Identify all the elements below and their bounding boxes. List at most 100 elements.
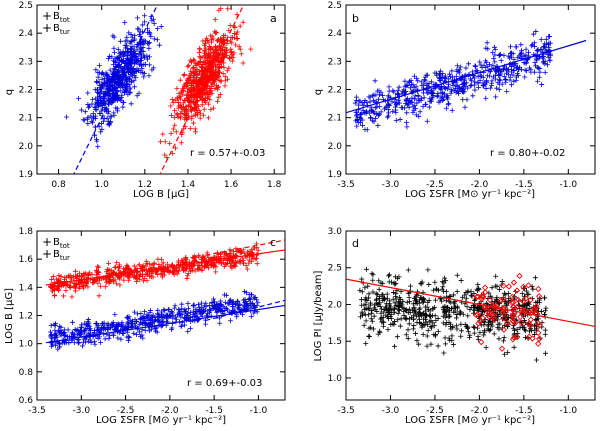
panel-c-xlabel: LOG ΣSFR [M⊙ yr⁻¹ kpc⁻²] <box>96 415 226 426</box>
data-point <box>383 312 389 318</box>
panel-a-xlabel: LOG B [μG] <box>133 189 189 200</box>
data-point <box>396 100 402 106</box>
data-point <box>377 104 383 110</box>
data-point <box>191 64 197 70</box>
data-point <box>436 70 442 76</box>
data-point <box>66 283 72 289</box>
data-point <box>82 336 88 342</box>
data-point <box>201 70 207 76</box>
data-point <box>92 113 98 119</box>
data-point <box>141 62 147 68</box>
data-point <box>228 258 234 264</box>
data-point <box>374 88 380 94</box>
data-point <box>370 326 376 332</box>
data-point <box>511 68 517 74</box>
data-point <box>151 20 157 26</box>
data-point <box>413 112 419 118</box>
data-point <box>97 102 103 108</box>
data-point <box>203 45 209 51</box>
data-point <box>471 330 477 336</box>
data-point <box>222 53 228 59</box>
data-point <box>206 307 212 313</box>
data-point <box>508 67 514 73</box>
data-point <box>511 344 517 350</box>
data-point <box>511 319 519 327</box>
data-point <box>126 275 132 281</box>
data-point <box>485 46 491 52</box>
data-point <box>501 335 507 341</box>
data-point <box>175 99 181 105</box>
data-point <box>134 93 140 99</box>
data-point <box>213 30 219 36</box>
data-point <box>542 312 548 318</box>
data-point <box>189 267 195 273</box>
data-point <box>204 38 210 44</box>
data-point <box>357 314 363 320</box>
data-point <box>438 74 444 80</box>
data-point <box>53 321 59 327</box>
data-point <box>191 302 197 308</box>
data-point <box>122 266 128 272</box>
data-point <box>462 80 468 86</box>
data-point <box>101 85 107 91</box>
data-point <box>534 319 541 327</box>
data-point <box>429 325 435 331</box>
x-tick-label: -2.5 <box>426 406 444 416</box>
data-point <box>542 69 548 75</box>
data-point <box>97 93 103 99</box>
data-point <box>156 42 162 48</box>
data-point <box>369 307 375 313</box>
data-point <box>405 290 411 296</box>
data-point <box>105 325 111 331</box>
data-point <box>216 303 222 309</box>
data-point <box>540 60 546 66</box>
data-point <box>194 102 200 108</box>
data-point <box>181 73 187 79</box>
data-point <box>220 33 226 39</box>
data-point <box>177 311 183 317</box>
data-point <box>90 96 96 102</box>
y-tick-label: 2.0 <box>328 300 343 310</box>
data-point <box>372 78 378 84</box>
data-point <box>201 48 207 54</box>
data-point <box>390 109 396 115</box>
data-point <box>174 271 180 277</box>
data-point <box>440 97 446 103</box>
data-point <box>126 334 132 340</box>
data-point <box>139 271 145 277</box>
data-point <box>501 74 507 80</box>
data-point <box>82 109 88 115</box>
data-point <box>516 53 522 59</box>
data-point <box>53 332 59 338</box>
data-point <box>87 326 93 332</box>
data-point <box>394 334 400 340</box>
data-point <box>227 318 233 324</box>
x-tick-label: -1.5 <box>515 180 533 190</box>
data-point <box>87 337 93 343</box>
data-point <box>106 335 112 341</box>
data-point <box>532 275 538 281</box>
data-point <box>172 268 178 274</box>
data-point <box>159 274 165 280</box>
data-point <box>115 46 121 52</box>
data-point <box>424 322 430 328</box>
data-point <box>102 99 108 105</box>
data-point <box>405 267 411 273</box>
data-point <box>371 313 377 319</box>
data-point <box>507 44 513 50</box>
data-point <box>474 288 480 294</box>
data-point <box>115 265 121 271</box>
data-point <box>170 310 176 316</box>
data-point <box>380 92 386 98</box>
data-point <box>483 79 489 85</box>
data-point <box>122 90 128 96</box>
data-point <box>533 357 539 363</box>
data-point <box>514 64 520 70</box>
panel-c-correlation: r = 0.69+-0.03 <box>187 378 262 389</box>
data-point <box>118 327 124 333</box>
data-point <box>188 68 194 74</box>
data-point <box>202 91 208 97</box>
data-point <box>172 145 178 151</box>
data-point <box>493 273 499 279</box>
data-point <box>109 83 115 89</box>
